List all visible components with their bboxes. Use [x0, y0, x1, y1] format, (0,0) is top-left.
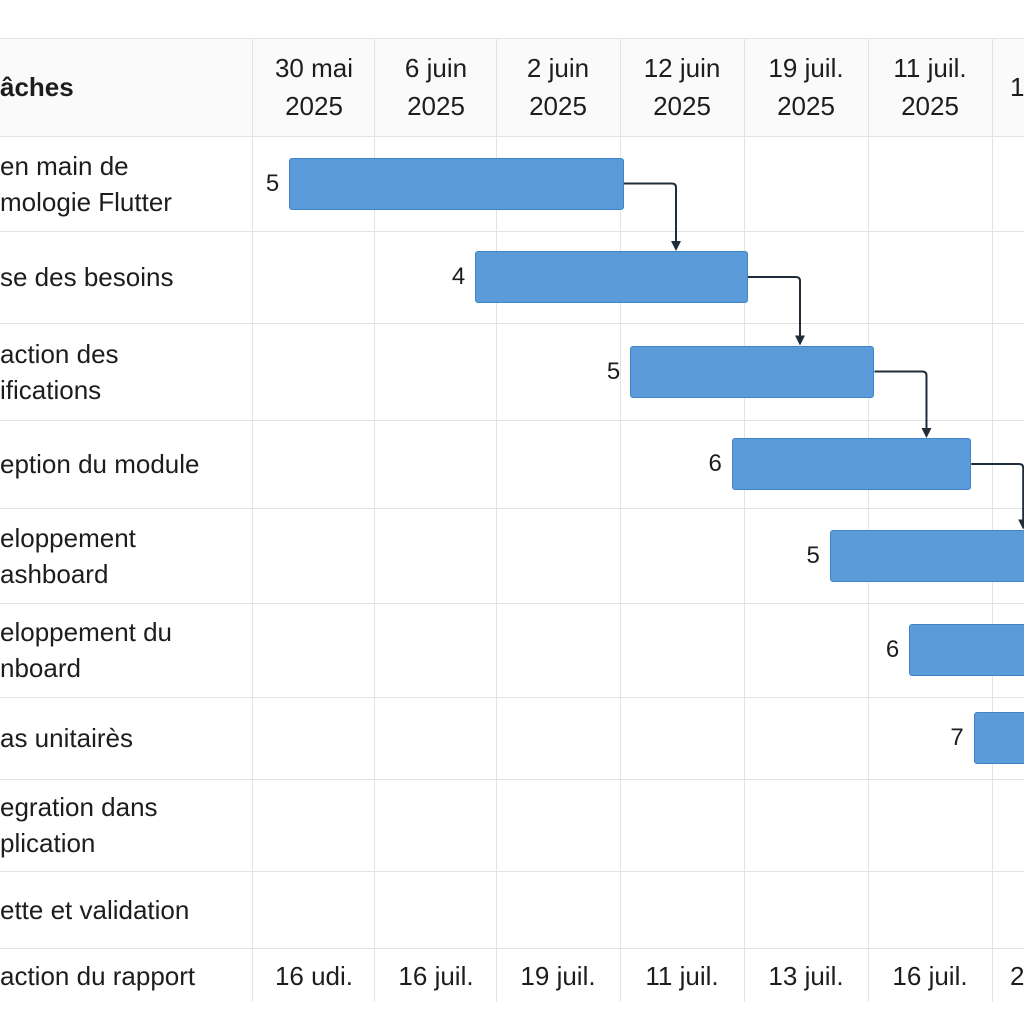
header-row-background: [0, 38, 1024, 136]
grid-hline: [0, 231, 1024, 232]
grid-vline: [620, 38, 621, 1002]
task-label: ette et validation: [0, 894, 190, 925]
task-duration-label: 5: [606, 357, 621, 385]
grid-hline: [0, 420, 1024, 421]
grid-hline: [0, 948, 1024, 949]
date-header-cell: 1: [1010, 72, 1024, 102]
task-label: action des ifications: [0, 338, 119, 405]
grid-vline: [252, 38, 253, 1002]
footer-date-cell: 16 juil.: [892, 960, 968, 991]
task-duration-label: 5: [265, 169, 280, 197]
grid-hline: [0, 779, 1024, 780]
task-label: as unitairès: [0, 723, 133, 753]
grid-vline: [374, 38, 375, 1002]
footer-date-cell: 11 juil.: [645, 960, 719, 991]
task-duration-label: 6: [708, 450, 722, 477]
dependency-arrow: [874, 370, 932, 438]
task-label: en main de mologie Flutter: [0, 150, 172, 217]
grid-hline: [0, 603, 1024, 604]
task-duration-label: 4: [451, 263, 466, 290]
footer-date-cell: 13 juil.: [768, 960, 844, 991]
task-label: se des besoins: [0, 262, 174, 292]
task-duration-label: 5: [806, 541, 820, 569]
grid-hline: [0, 697, 1024, 698]
grid-hline: [0, 136, 1024, 137]
date-header-cell: 11 juil. 2025: [893, 53, 967, 121]
grid-hline: [0, 508, 1024, 509]
date-header-cell: 19 juil. 2025: [768, 53, 844, 121]
date-header-cell: 6 juin 2025: [404, 53, 468, 121]
date-header-cell: 12 juin 2025: [643, 53, 721, 121]
grid-hline: [0, 38, 1024, 39]
footer-date-cell: 16 juil.: [398, 960, 474, 991]
dependency-arrow: [624, 182, 681, 251]
grid-vline: [868, 38, 869, 1002]
task-duration-label: 7: [950, 724, 964, 751]
footer-date-cell: 2: [1010, 960, 1024, 991]
task-label: egration dans plication: [0, 792, 158, 858]
task-bar[interactable]: [475, 251, 748, 303]
task-duration-label: 6: [885, 636, 900, 663]
task-bar[interactable]: [829, 529, 1024, 582]
date-header-cell: 2 juin 2025: [526, 53, 590, 121]
dependency-arrow: [971, 463, 1024, 530]
footer-date-cell: 16 udi.: [274, 960, 354, 991]
task-label: eloppement du nboard: [0, 617, 173, 683]
task-bar[interactable]: [630, 345, 875, 398]
grid-vline: [992, 38, 993, 1002]
date-header-cell: 30 mai 2025: [274, 53, 354, 121]
grid-vline: [744, 38, 745, 1002]
dependency-arrow: [748, 276, 805, 346]
tasks-column-header: âches: [0, 71, 74, 102]
grid-hline: [0, 323, 1024, 324]
task-label: eloppement ashboard: [0, 522, 136, 589]
task-label: action du rapport: [0, 961, 196, 991]
task-label: eption du module: [0, 449, 200, 479]
grid-hline: [0, 871, 1024, 872]
task-bar[interactable]: [973, 712, 1024, 764]
task-bar[interactable]: [731, 438, 972, 490]
footer-date-cell: 19 juil.: [520, 960, 596, 991]
task-bar[interactable]: [289, 157, 624, 210]
grid-vline: [496, 38, 497, 1002]
task-bar[interactable]: [909, 624, 1024, 676]
